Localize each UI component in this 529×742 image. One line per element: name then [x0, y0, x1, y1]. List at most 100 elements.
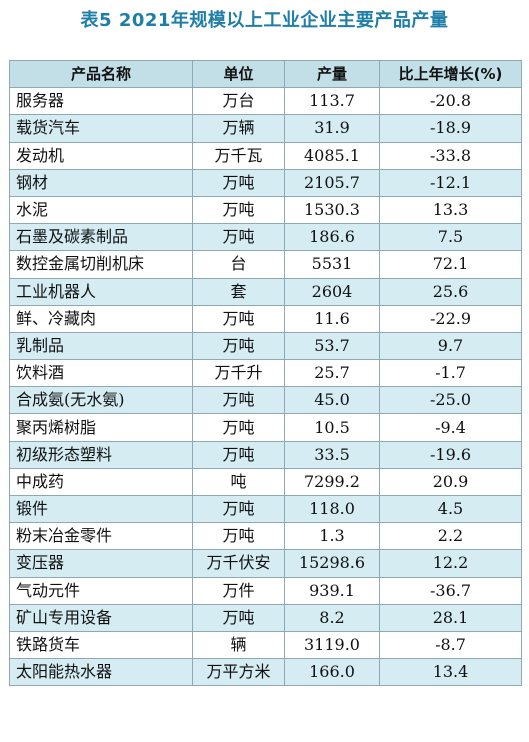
cell-growth: 9.7	[379, 331, 522, 361]
cell-growth: -1.7	[379, 359, 522, 388]
cell-unit: 辆	[192, 630, 285, 660]
cell-product-name: 乳制品	[9, 331, 193, 361]
cell-unit: 台	[192, 250, 285, 279]
cell-growth: 20.9	[379, 467, 522, 497]
cell-output: 2105.7	[284, 168, 380, 197]
cell-unit: 万吨	[192, 603, 285, 632]
cell-growth: -12.1	[379, 168, 522, 197]
cell-product-name: 合成氨(无水氨)	[9, 386, 193, 415]
cell-product-name: 铁路货车	[9, 630, 193, 660]
cell-output: 5531	[284, 250, 380, 279]
cell-product-name: 粉末冶金零件	[9, 522, 193, 551]
cell-unit: 万吨	[192, 331, 285, 361]
cell-growth: -25.0	[379, 386, 522, 415]
cell-product-name: 载货汽车	[9, 114, 193, 143]
cell-output: 45.0	[284, 386, 380, 415]
table-row: 矿山专用设备 万吨 8.2 28.1	[9, 603, 522, 632]
table-row: 气动元件 万件 939.1 -36.7	[9, 576, 522, 605]
table-row: 合成氨(无水氨) 万吨 45.0 -25.0	[9, 386, 522, 415]
cell-product-name: 矿山专用设备	[9, 603, 193, 632]
cell-unit: 万千瓦	[192, 141, 285, 170]
table-row: 服务器 万台 113.7 -20.8	[9, 87, 522, 116]
cell-unit: 万吨	[192, 494, 285, 524]
table-row: 中成药吨 7299.2 20.9	[9, 467, 522, 497]
cell-output: 1.3	[284, 522, 380, 551]
cell-growth: 2.2	[379, 522, 522, 551]
cell-growth: -36.7	[379, 576, 522, 605]
cell-unit: 万吨	[192, 386, 285, 415]
cell-output: 8.2	[284, 603, 380, 632]
cell-growth: 7.5	[379, 223, 522, 252]
cell-product-name: 气动元件	[9, 576, 193, 605]
cell-product-name: 服务器	[9, 87, 193, 116]
cell-output: 53.7	[284, 331, 380, 361]
cell-product-name: 水泥	[9, 195, 193, 225]
cell-growth: -19.6	[379, 440, 522, 469]
header-product-name: 产品名称	[9, 59, 193, 89]
cell-unit: 万千伏安	[192, 549, 285, 578]
cell-output: 186.6	[284, 223, 380, 252]
table-row: 聚丙烯树脂 万吨 10.5 -9.4	[9, 413, 522, 442]
table-row: 粉末冶金零件 万吨 1.3 2.2	[9, 522, 522, 551]
table-row: 水泥 万吨 1530.3 13.3	[9, 195, 522, 225]
cell-product-name: 变压器	[9, 549, 193, 578]
table-row: 数控金属切削机床台 5531 72.1	[9, 250, 522, 279]
header-output: 产量	[284, 59, 380, 89]
cell-output: 33.5	[284, 440, 380, 469]
cell-unit: 万千升	[192, 359, 285, 388]
cell-product-name: 太阳能热水器	[9, 658, 193, 687]
cell-growth: -33.8	[379, 141, 522, 170]
cell-product-name: 钢材	[9, 168, 193, 197]
table-row: 发动机 万千瓦 4085.1 -33.8	[9, 141, 522, 170]
table-row: 工业机器人套 2604 25.6	[9, 277, 522, 306]
cell-unit: 套	[192, 277, 285, 306]
cell-unit: 万吨	[192, 522, 285, 551]
cell-unit: 万吨	[192, 223, 285, 252]
cell-output: 166.0	[284, 658, 380, 687]
cell-unit: 万吨	[192, 413, 285, 442]
cell-unit: 万吨	[192, 440, 285, 469]
table-row: 变压器 万千伏安 15298.6 12.2	[9, 549, 522, 578]
cell-output: 939.1	[284, 576, 380, 605]
cell-product-name: 初级形态塑料	[9, 440, 193, 469]
table-row: 石墨及碳素制品 万吨 186.6 7.5	[9, 223, 522, 252]
cell-product-name: 数控金属切削机床	[9, 250, 193, 279]
cell-output: 15298.6	[284, 549, 380, 578]
cell-growth: 13.3	[379, 195, 522, 225]
cell-product-name: 工业机器人	[9, 277, 193, 306]
table-row: 钢材 万吨 2105.7 -12.1	[9, 168, 522, 197]
table-row: 乳制品 万吨 53.7 9.7	[9, 331, 522, 361]
table-header-row: 产品名称 单位 产量 比上年增长(%)	[9, 59, 522, 89]
cell-growth: 72.1	[379, 250, 522, 279]
cell-output: 7299.2	[284, 467, 380, 497]
cell-unit: 吨	[192, 467, 285, 497]
cell-output: 113.7	[284, 87, 380, 116]
cell-output: 25.7	[284, 359, 380, 388]
cell-growth: -8.7	[379, 630, 522, 660]
header-growth: 比上年增长(%)	[379, 59, 522, 89]
cell-unit: 万吨	[192, 304, 285, 333]
table-row: 太阳能热水器 万平方米 166.0 13.4	[9, 658, 522, 687]
cell-product-name: 聚丙烯树脂	[9, 413, 193, 442]
cell-output: 10.5	[284, 413, 380, 442]
cell-product-name: 鲜、冷藏肉	[9, 304, 193, 333]
table-title: 表5 2021年规模以上工业企业主要产品产量	[80, 10, 449, 31]
cell-growth: -20.8	[379, 87, 522, 116]
cell-growth: 28.1	[379, 603, 522, 632]
cell-growth: 4.5	[379, 494, 522, 524]
cell-product-name: 发动机	[9, 141, 193, 170]
cell-product-name: 饮料酒	[9, 359, 193, 388]
cell-product-name: 中成药	[9, 467, 193, 497]
product-output-table: 产品名称 单位 产量 比上年增长(%) 服务器 万台 113.7 -20.8 载货汽车万…	[9, 59, 522, 687]
cell-unit: 万吨	[192, 168, 285, 197]
cell-unit: 万台	[192, 87, 285, 116]
cell-growth: -9.4	[379, 413, 522, 442]
cell-output: 4085.1	[284, 141, 380, 170]
cell-output: 11.6	[284, 304, 380, 333]
table-row: 锻件 万吨 118.0 4.5	[9, 494, 522, 524]
table-body: 服务器 万台 113.7 -20.8 载货汽车 万辆 31.9 -18.9 发动机 万千瓦 4085…	[9, 87, 522, 687]
cell-output: 2604	[284, 277, 380, 306]
cell-unit: 万件	[192, 576, 285, 605]
cell-growth: -18.9	[379, 114, 522, 143]
header-unit: 单位	[192, 59, 285, 89]
